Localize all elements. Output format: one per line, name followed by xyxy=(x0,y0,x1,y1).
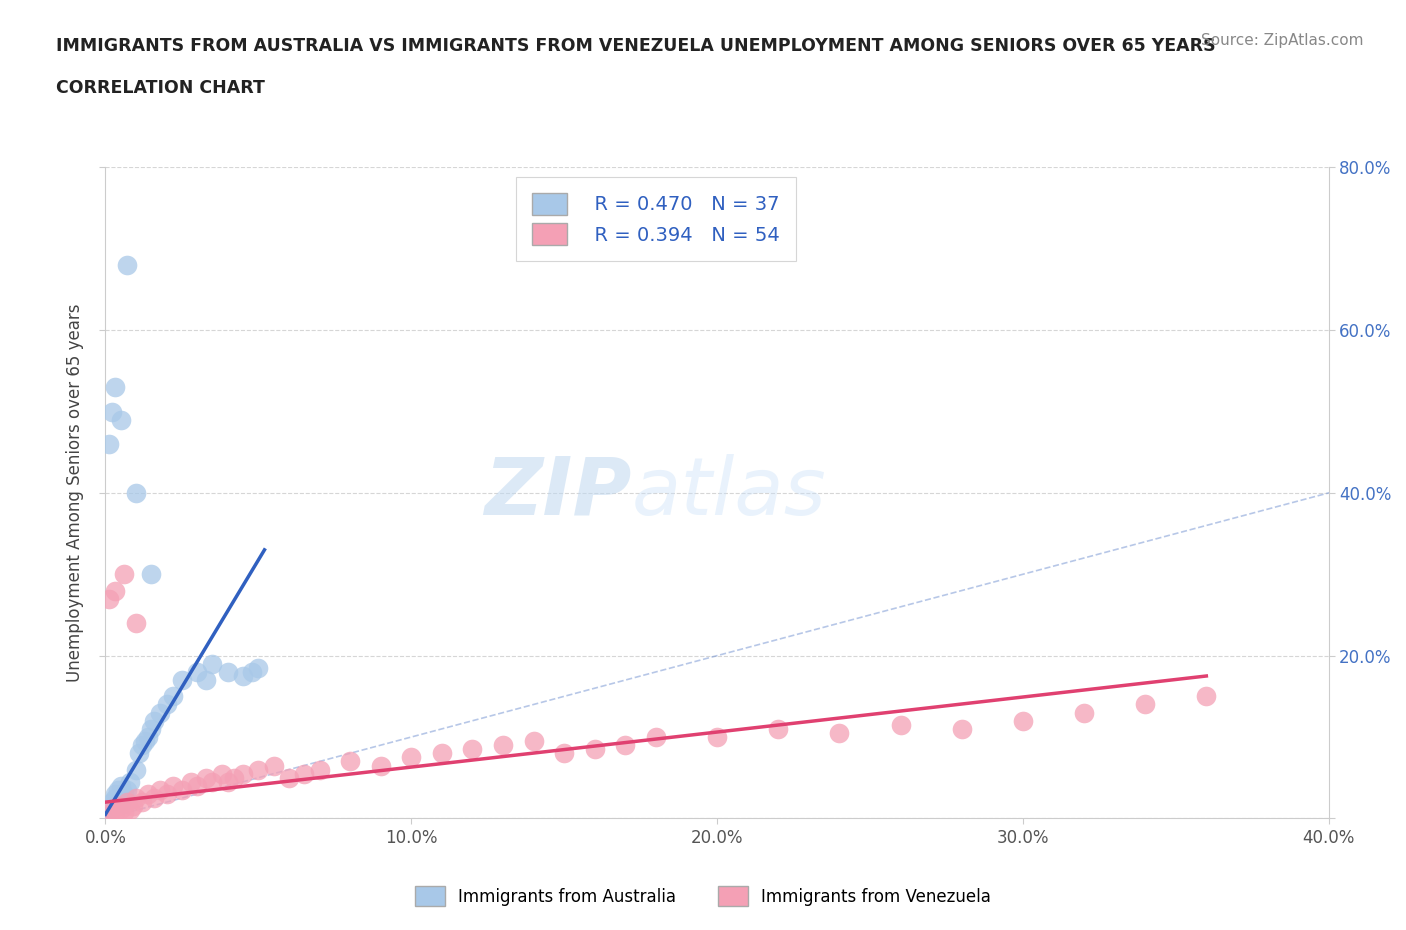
Point xyxy=(125,616,148,631)
Point xyxy=(131,737,153,752)
Point xyxy=(430,746,453,761)
Point xyxy=(149,705,172,720)
Point xyxy=(706,729,728,744)
Point xyxy=(232,669,254,684)
Point xyxy=(370,758,392,773)
Point xyxy=(232,766,254,781)
Point xyxy=(104,379,127,394)
Point xyxy=(110,794,132,809)
Point xyxy=(195,672,218,687)
Point xyxy=(1073,705,1095,720)
Point xyxy=(162,778,184,793)
Point xyxy=(195,770,218,785)
Point xyxy=(97,803,120,817)
Point xyxy=(118,775,141,790)
Point xyxy=(107,782,129,797)
Point xyxy=(240,665,263,680)
Legend:   R = 0.470   N = 37,   R = 0.394   N = 54: R = 0.470 N = 37, R = 0.394 N = 54 xyxy=(516,177,796,261)
Point xyxy=(100,803,122,817)
Point xyxy=(170,672,193,687)
Point xyxy=(143,713,166,728)
Point xyxy=(180,775,202,790)
Point xyxy=(292,766,315,781)
Point xyxy=(211,766,233,781)
Point xyxy=(553,746,575,761)
Point xyxy=(401,750,423,764)
Point xyxy=(104,804,127,819)
Point xyxy=(162,689,184,704)
Point xyxy=(186,778,208,793)
Point xyxy=(143,790,166,805)
Point xyxy=(131,794,153,809)
Point xyxy=(141,722,163,737)
Point xyxy=(112,787,135,802)
Point xyxy=(115,258,138,272)
Point xyxy=(492,737,515,752)
Point xyxy=(217,775,239,790)
Legend: Immigrants from Australia, Immigrants from Venezuela: Immigrants from Australia, Immigrants fr… xyxy=(408,880,998,912)
Text: ZIP: ZIP xyxy=(484,454,631,532)
Point xyxy=(170,782,193,797)
Point xyxy=(104,787,127,802)
Point xyxy=(97,591,120,606)
Point xyxy=(104,583,127,598)
Point xyxy=(1011,713,1033,728)
Point xyxy=(100,794,122,809)
Point xyxy=(136,787,159,802)
Point xyxy=(115,782,138,797)
Point xyxy=(889,717,911,732)
Point xyxy=(1133,698,1156,712)
Point xyxy=(222,770,245,785)
Point xyxy=(217,665,239,680)
Point xyxy=(122,799,145,814)
Point xyxy=(523,734,546,749)
Point xyxy=(125,485,148,500)
Point xyxy=(100,799,122,814)
Point xyxy=(308,763,330,777)
Point xyxy=(104,790,127,805)
Point xyxy=(128,746,150,761)
Point xyxy=(186,665,208,680)
Point xyxy=(112,804,135,819)
Point xyxy=(125,790,148,805)
Point xyxy=(110,412,132,427)
Point xyxy=(149,782,172,797)
Text: Source: ZipAtlas.com: Source: ZipAtlas.com xyxy=(1201,33,1364,47)
Point xyxy=(950,722,973,737)
Point xyxy=(110,778,132,793)
Point xyxy=(97,807,120,822)
Point xyxy=(247,763,270,777)
Point xyxy=(136,729,159,744)
Point xyxy=(201,657,224,671)
Point xyxy=(461,742,484,757)
Point xyxy=(263,758,285,773)
Point xyxy=(247,660,270,675)
Text: IMMIGRANTS FROM AUSTRALIA VS IMMIGRANTS FROM VENEZUELA UNEMPLOYMENT AMONG SENIOR: IMMIGRANTS FROM AUSTRALIA VS IMMIGRANTS … xyxy=(56,37,1216,55)
Point xyxy=(614,737,637,752)
Point xyxy=(339,754,361,769)
Point xyxy=(828,725,851,740)
Point xyxy=(278,770,301,785)
Point xyxy=(125,763,148,777)
Point xyxy=(155,787,177,802)
Point xyxy=(100,405,122,419)
Point xyxy=(141,567,163,582)
Point xyxy=(583,742,606,757)
Point xyxy=(1195,689,1218,704)
Y-axis label: Unemployment Among Seniors over 65 years: Unemployment Among Seniors over 65 years xyxy=(66,304,84,682)
Point xyxy=(97,437,120,452)
Point xyxy=(155,698,177,712)
Point xyxy=(112,567,135,582)
Point xyxy=(107,799,129,814)
Point xyxy=(768,722,790,737)
Point xyxy=(97,807,120,822)
Text: CORRELATION CHART: CORRELATION CHART xyxy=(56,79,266,97)
Point xyxy=(115,794,138,809)
Point xyxy=(134,734,156,749)
Text: atlas: atlas xyxy=(631,454,827,532)
Point xyxy=(644,729,666,744)
Point xyxy=(110,802,132,817)
Point xyxy=(118,803,141,817)
Point xyxy=(201,775,224,790)
